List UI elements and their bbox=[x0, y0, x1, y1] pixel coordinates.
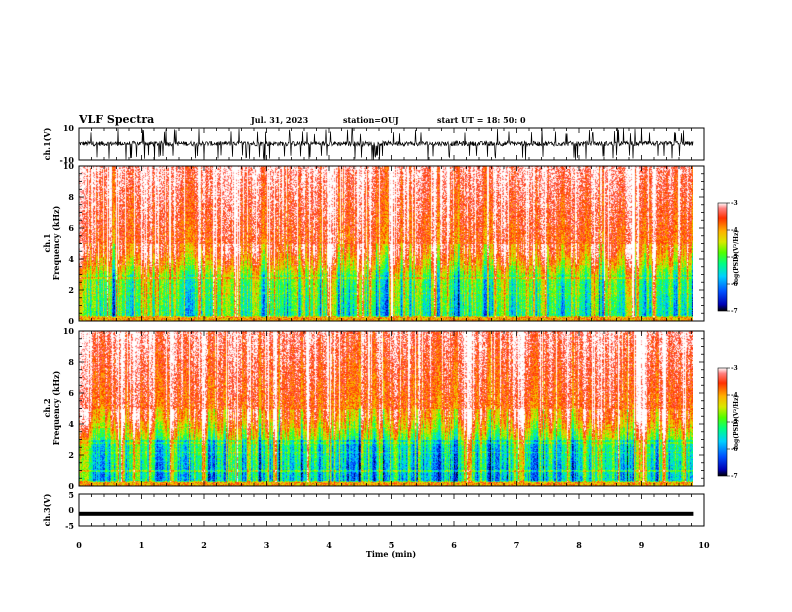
time-tick-label: 7 bbox=[514, 540, 520, 550]
ch1-spectrogram-xticks bbox=[78, 166, 705, 321]
frequency-tick-label: 2 bbox=[68, 450, 74, 460]
ch2-spectrogram-ylabel-channel: ch.2 bbox=[42, 398, 52, 417]
ch1-ytick-bottom: -10 bbox=[60, 155, 75, 165]
ch2-colorbar-ticks: -3 -4 -5 -6 -7 bbox=[727, 365, 738, 480]
frequency-tick-label: 8 bbox=[68, 192, 74, 202]
time-tick-label: 6 bbox=[451, 540, 457, 550]
ch1-spectrogram-image bbox=[79, 166, 693, 321]
ch1-waveform-ylabel: ch.1(V) bbox=[42, 127, 52, 160]
frequency-tick-label: 0 bbox=[68, 316, 74, 326]
time-tick-label: 0 bbox=[76, 540, 82, 550]
panel-ch3-waveform: 5 0 -5 ch.3(V) bbox=[42, 490, 705, 531]
time-tick-label: 2 bbox=[201, 540, 207, 550]
date-label: Jul. 31, 2023 bbox=[250, 115, 309, 125]
ch2-spectrogram-ylabel: Frequency (kHz) bbox=[51, 370, 61, 445]
frequency-tick-label: 6 bbox=[68, 388, 74, 398]
frequency-tick-label: 0 bbox=[68, 481, 74, 491]
colorbar-tick-label: -4 bbox=[731, 392, 738, 399]
ch2-spectrogram-xticks bbox=[78, 331, 705, 486]
colorbar-tick-label: -3 bbox=[731, 200, 738, 207]
frequency-tick-label: 8 bbox=[68, 357, 74, 367]
colorbar-tick-label: -7 bbox=[731, 473, 738, 480]
ch3-ytick-top: 5 bbox=[68, 490, 74, 500]
ch1-colorbar bbox=[717, 202, 728, 312]
ch3-waveform-ticks bbox=[78, 494, 705, 526]
station-label: station=OUJ bbox=[343, 115, 399, 125]
ch1-spectrogram-ylabel: Frequency (kHz) bbox=[51, 205, 61, 280]
colorbar-tick-label: -5 bbox=[731, 254, 738, 261]
ch3-waveform-line bbox=[79, 511, 694, 516]
ch1-colorbar-ticks: -3 -4 -5 -6 -7 bbox=[727, 200, 738, 315]
ch2-spectrogram-yticks: 0 2 4 6 8 10 bbox=[63, 326, 704, 491]
time-tick-label: 1 bbox=[139, 540, 145, 550]
ch1-waveform-ticks bbox=[78, 128, 705, 160]
time-axis-label: Time (min) bbox=[366, 549, 416, 559]
frequency-tick-label: 6 bbox=[68, 223, 74, 233]
frequency-tick-label: 4 bbox=[68, 254, 74, 264]
frequency-tick-label: 10 bbox=[63, 326, 75, 336]
ch2-spectrogram-image bbox=[79, 331, 693, 486]
ch3-ytick-bottom: -5 bbox=[65, 521, 74, 531]
colorbar-tick-label: -6 bbox=[731, 281, 738, 288]
ch3-ytick-mid: 0 bbox=[68, 505, 74, 515]
colorbar-tick-label: -7 bbox=[731, 308, 738, 315]
colorbar-tick-label: -3 bbox=[731, 365, 738, 372]
time-tick-label: 8 bbox=[576, 540, 582, 550]
time-tick-label: 9 bbox=[639, 540, 645, 550]
frequency-tick-label: 10 bbox=[63, 161, 75, 171]
time-tick-label: 5 bbox=[389, 540, 395, 550]
frequency-tick-label: 4 bbox=[68, 419, 74, 429]
time-tick-label: 3 bbox=[264, 540, 270, 550]
colorbar-tick-label: -5 bbox=[731, 419, 738, 426]
colorbar-tick-label: -6 bbox=[731, 446, 738, 453]
panel-ch1-waveform: 10 -10 ch.1(V) bbox=[42, 123, 705, 165]
ch2-colorbar bbox=[717, 367, 728, 477]
time-axis-ticklabels: 0 1 2 3 4 5 6 7 8 9 10 bbox=[76, 540, 710, 550]
ch3-waveform-ylabel: ch.3(V) bbox=[42, 493, 52, 526]
ch1-waveform-line bbox=[78, 127, 694, 160]
ch2-colorbar-label: log(PSD)(V²/Hz) bbox=[733, 395, 740, 450]
time-tick-label: 10 bbox=[698, 540, 710, 550]
time-tick-label: 4 bbox=[326, 540, 332, 550]
colorbar-tick-label: -4 bbox=[731, 227, 738, 234]
ch1-spectrogram-ylabel-channel: ch.1 bbox=[42, 233, 52, 252]
ch1-colorbar-label: log(PSD)(V²/Hz) bbox=[733, 230, 740, 285]
chart-title: VLF Spectra bbox=[78, 113, 154, 126]
ch1-spectrogram-yticks: 0 2 4 6 8 10 bbox=[63, 161, 704, 326]
ch1-ytick-top: 10 bbox=[63, 123, 75, 133]
frequency-tick-label: 2 bbox=[68, 285, 74, 295]
start-time-label: start UT = 18: 50: 0 bbox=[437, 115, 526, 125]
